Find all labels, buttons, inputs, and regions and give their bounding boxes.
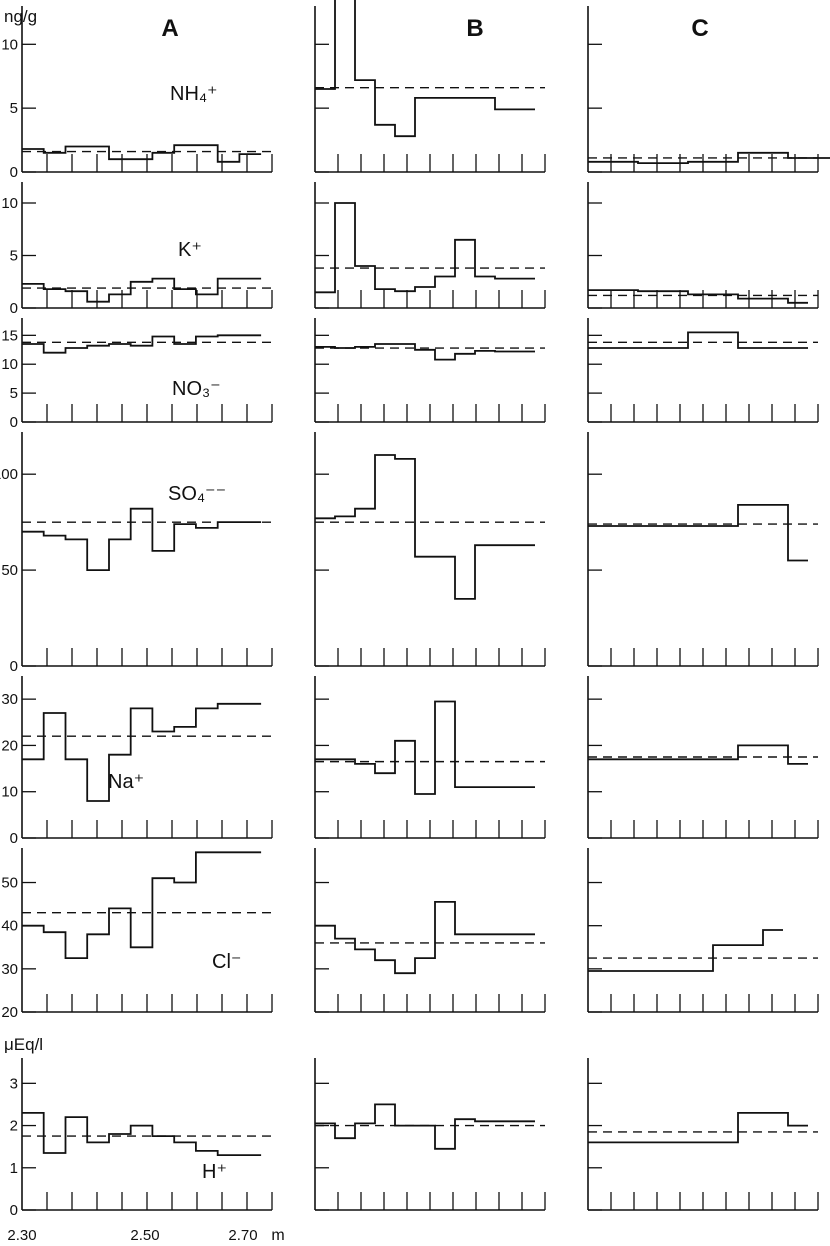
panel-2-species-label: K⁺: [178, 239, 202, 261]
panel-6-a-y-tick-label: 30: [1, 961, 18, 978]
panel-1-a-y-tick-label: 10: [1, 36, 18, 53]
panel-3-c-step-series: [588, 331, 808, 349]
panel-6-a-step-series: [22, 851, 262, 959]
panel-6-a-y-tick-label: 50: [1, 875, 18, 892]
x-tick-label-1: 2.30: [7, 1227, 36, 1244]
panel-1-a-y-tick-label: 5: [10, 100, 18, 117]
panel-3-a-y-tick-label: 5: [10, 385, 18, 402]
panel-3-a-step-series: [22, 334, 262, 354]
panel-7-a-step-series: [22, 1112, 262, 1156]
panel-1-species-label: NH₄⁺: [170, 83, 218, 105]
panel-3-b-step-series: [315, 343, 535, 361]
panel-4-a-y-tick-label: 100: [0, 466, 18, 483]
unit-label-top: ng/g: [4, 7, 37, 26]
panel-2-a-y-tick-label: 0: [10, 300, 18, 317]
panel-3-species-label: NO₃⁻: [172, 378, 221, 400]
x-tick-label-2: 2.50: [130, 1227, 159, 1244]
panel-4-b-step-series: [315, 454, 535, 600]
panel-6-a-y-tick-label: 40: [1, 918, 18, 935]
panel-5-a-step-series: [22, 702, 262, 802]
panel-7-b-step-series: [315, 1103, 535, 1150]
panel-7-a-y-tick-label: 1: [10, 1160, 18, 1177]
panel-7-a-y-tick-label: 2: [10, 1118, 18, 1135]
column-label-a: A: [161, 15, 178, 42]
panel-6-c-step-series: [588, 929, 783, 972]
panel-4-species-label: SO₄⁻⁻: [168, 483, 226, 505]
panel-3-a-y-tick-label: 10: [1, 356, 18, 373]
panel-4-a-y-tick-label: 0: [10, 658, 18, 675]
panel-5-a-y-tick-label: 0: [10, 830, 18, 847]
panel-2-c-step-series: [588, 289, 808, 304]
panel-4-a-y-tick-label: 50: [1, 562, 18, 579]
panel-4-a-step-series: [22, 507, 262, 571]
panel-2-b-step-series: [315, 202, 535, 294]
panel-1-b-step-series: [315, 0, 535, 138]
panel-6-b-step-series: [315, 901, 535, 975]
panel-6-species-label: Cl⁻: [212, 951, 241, 973]
panel-7-species-label: H⁺: [202, 1161, 227, 1183]
x-unit-label: m: [271, 1227, 284, 1244]
panel-4-c-step-series: [588, 504, 808, 562]
panel-3-a-y-tick-label: 15: [1, 327, 18, 344]
column-label-c: C: [691, 15, 708, 42]
panel-1-a-y-tick-label: 0: [10, 164, 18, 181]
panel-3-a-y-tick-label: 0: [10, 414, 18, 431]
panel-5-a-y-tick-label: 10: [1, 784, 18, 801]
panels-group: 0510NH₄⁺0510K⁺051015NO₃⁻050100SO₄⁻⁻01020…: [0, 0, 830, 1219]
x-tick-label-3: 2.70: [228, 1227, 257, 1244]
unit-label-bottom: μEq/l: [4, 1035, 43, 1054]
panel-6-a-y-tick-label: 20: [1, 1004, 18, 1021]
panel-1-a-step-series: [22, 144, 262, 163]
panel-5-species-label: Na⁺: [108, 771, 144, 793]
panel-2-a-y-tick-label: 10: [1, 195, 18, 212]
panel-5-b-step-series: [315, 700, 535, 795]
panel-2-a-y-tick-label: 5: [10, 248, 18, 265]
panel-7-c-step-series: [588, 1112, 808, 1144]
panel-5-a-y-tick-label: 20: [1, 737, 18, 754]
panel-5-a-y-tick-label: 30: [1, 691, 18, 708]
panel-2-a-step-series: [22, 277, 262, 303]
column-label-b: B: [466, 15, 483, 42]
panel-7-a-y-tick-label: 0: [10, 1202, 18, 1219]
panel-7-a-y-tick-label: 3: [10, 1075, 18, 1092]
panel-5-c-step-series: [588, 744, 808, 765]
